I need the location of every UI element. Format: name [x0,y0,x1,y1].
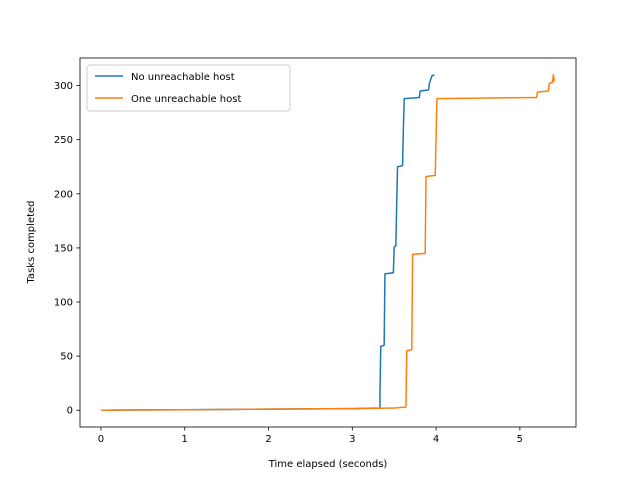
x-axis-label: Time elapsed (seconds) [268,459,388,470]
y-tick-label: 300 [54,81,73,92]
legend: No unreachable host One unreachable host [86,64,291,112]
y-tick-label: 250 [54,135,73,146]
axes-frame [79,57,577,428]
y-tick-label: 150 [54,243,73,254]
y-axis-label: Tasks completed [26,200,37,284]
legend-label-one-unreachable-host: One unreachable host [131,94,241,105]
y-tick-label: 100 [54,298,73,309]
x-axis-ticks: 0 1 2 3 4 5 [98,427,523,445]
y-axis-ticks: 0 50 100 150 200 250 300 [54,81,80,417]
plot-lines [100,74,555,411]
legend-label-no-unreachable-host: No unreachable host [131,72,235,83]
y-tick-label: 50 [60,352,73,363]
x-tick-label: 2 [265,434,271,445]
series-line-one-unreachable-host [100,74,555,411]
x-tick-label: 4 [433,434,439,445]
y-tick-label: 200 [54,189,73,200]
x-tick-label: 1 [182,434,188,445]
y-tick-label: 0 [67,406,73,417]
x-tick-label: 3 [349,434,355,445]
legend-box [86,64,291,112]
x-tick-label: 0 [98,434,104,445]
x-tick-label: 5 [517,434,523,445]
